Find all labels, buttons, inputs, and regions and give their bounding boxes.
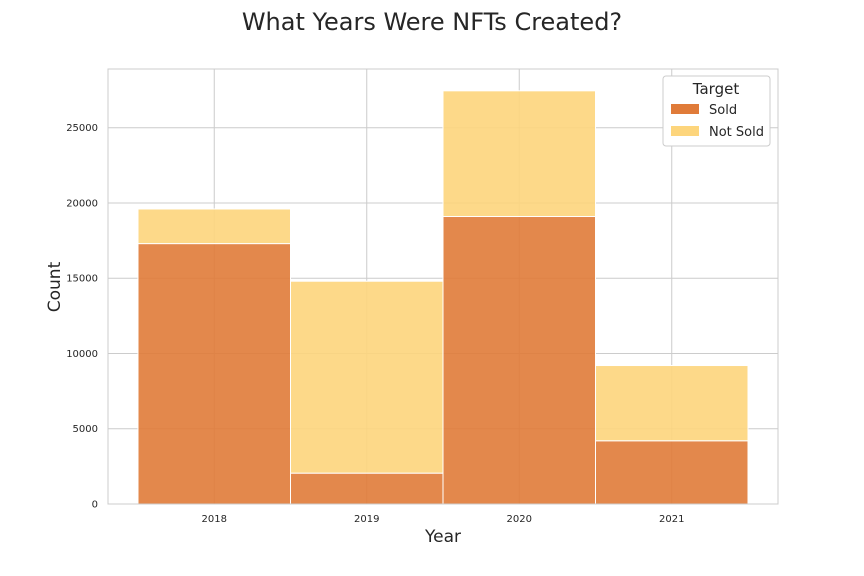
y-axis-label: Count [45, 261, 65, 312]
legend-swatch-not-sold [671, 126, 699, 136]
x-axis-label: Year [424, 527, 461, 547]
plot-frame [107, 68, 779, 505]
bar-not-sold-2019 [290, 280, 444, 474]
chart-title: What Years Were NFTs Created? [242, 8, 622, 36]
bar-sold-2018 [137, 243, 291, 505]
x-tick-labels: 2018 2019 2020 2021 [202, 514, 685, 525]
legend-label-not-sold: Not Sold [709, 125, 764, 140]
y-tick-label: 25000 [66, 123, 98, 134]
bar-not-sold-2021 [595, 365, 749, 442]
bar-sold-2019 [290, 472, 444, 505]
x-tick-label: 2020 [507, 514, 532, 525]
legend-label-sold: Sold [709, 103, 737, 118]
y-tick-label: 5000 [73, 424, 98, 435]
legend-title: Target [692, 80, 740, 98]
y-tick-label: 15000 [66, 274, 98, 285]
y-tick-label: 10000 [66, 349, 98, 360]
legend-swatch-sold [671, 104, 699, 114]
x-tick-label: 2021 [659, 514, 684, 525]
bar-sold-2021 [595, 440, 749, 505]
y-tick-label: 0 [92, 500, 98, 511]
x-tick-label: 2019 [354, 514, 379, 525]
bar-not-sold-2020 [442, 90, 596, 218]
bar-sold-2020 [442, 216, 596, 505]
y-tick-label: 20000 [66, 198, 98, 209]
legend: Target Sold Not Sold [662, 75, 771, 147]
y-tick-labels: 0 5000 10000 15000 20000 25000 [66, 123, 98, 510]
x-tick-label: 2018 [202, 514, 227, 525]
bar-not-sold-2018 [137, 208, 291, 245]
bars [137, 90, 749, 505]
